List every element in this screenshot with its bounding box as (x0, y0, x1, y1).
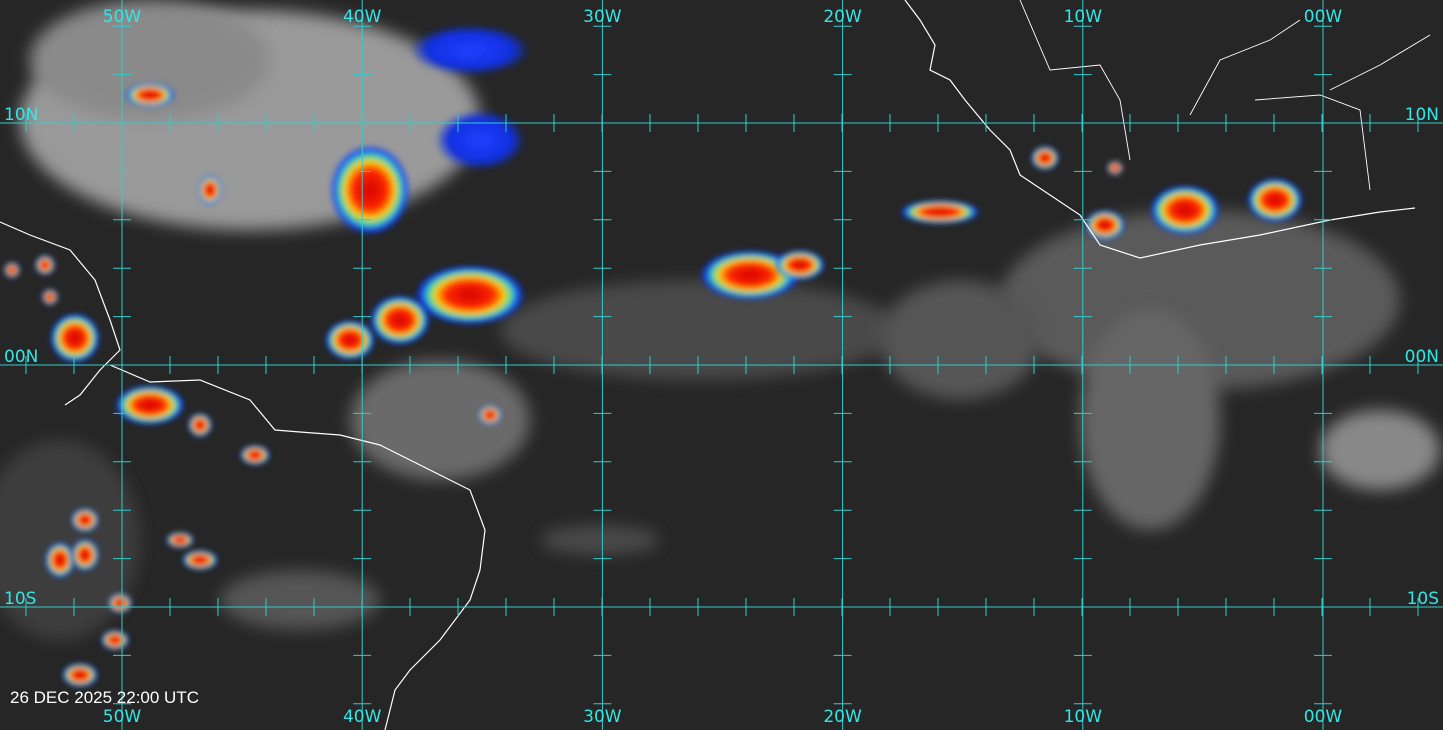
convection (71, 508, 99, 532)
convection (240, 445, 270, 465)
convection (1107, 161, 1123, 175)
convection (1031, 146, 1059, 170)
convection (1085, 210, 1125, 240)
convection (45, 542, 75, 578)
convection (62, 663, 98, 687)
lat-label-right: 10N (1405, 105, 1439, 125)
cloud (0, 440, 140, 640)
lon-label-top: 30W (583, 7, 622, 27)
cloud (1080, 310, 1220, 530)
convection (700, 250, 800, 300)
lon-label-bottom: 40W (343, 707, 382, 727)
cloud (30, 0, 270, 120)
lat-label-right: 10S (1407, 589, 1439, 609)
convection (188, 413, 212, 437)
convection (775, 250, 825, 280)
convection (42, 289, 58, 305)
lon-label-top: 40W (343, 7, 382, 27)
convection (50, 313, 100, 363)
convection (325, 320, 375, 360)
cloud-layer (0, 0, 1440, 687)
convection (198, 175, 222, 205)
cloud (540, 525, 660, 555)
lat-label-left: 00N (4, 347, 38, 367)
convection (478, 405, 502, 425)
convection (125, 83, 175, 107)
convection (71, 539, 99, 571)
timestamp: 26 DEC 2025 22:00 UTC (10, 688, 199, 707)
lat-label-right: 00N (1405, 347, 1439, 367)
cloud (880, 280, 1040, 400)
convection (1247, 178, 1303, 222)
lat-label-left: 10S (4, 589, 36, 609)
convection (108, 593, 132, 613)
lon-label-top: 10W (1064, 7, 1103, 27)
convection (900, 200, 980, 224)
convection (115, 385, 185, 425)
convection (370, 295, 430, 345)
cold-cloud (435, 110, 525, 170)
lon-label-bottom: 50W (103, 707, 142, 727)
lon-label-top: 00W (1304, 7, 1343, 27)
convection (415, 265, 525, 325)
coastline (0, 221, 486, 730)
lat-label-left: 10N (4, 105, 38, 125)
convection (330, 145, 410, 235)
lon-label-bottom: 10W (1064, 707, 1103, 727)
lon-label-top: 50W (103, 7, 142, 27)
lon-label-bottom: 30W (583, 707, 622, 727)
lon-label-bottom: 20W (823, 707, 862, 727)
coastline (904, 0, 1416, 259)
cold-cloud (410, 25, 530, 75)
convection (101, 630, 129, 650)
cloud (220, 570, 380, 630)
labels: 50W 50W 40W 40W 30W 30W 20W 20W 10W 10W 00W 00W 10N 1… (4, 7, 1439, 727)
convection (35, 255, 55, 275)
cloud (500, 280, 900, 380)
lon-label-bottom: 00W (1304, 707, 1343, 727)
convection (182, 550, 218, 570)
cloud (350, 360, 530, 480)
convection (166, 532, 194, 548)
cloud (1320, 410, 1440, 490)
borders (1019, 0, 1431, 191)
lon-label-top: 20W (823, 7, 862, 27)
convection (1150, 185, 1220, 235)
convection (4, 262, 20, 278)
